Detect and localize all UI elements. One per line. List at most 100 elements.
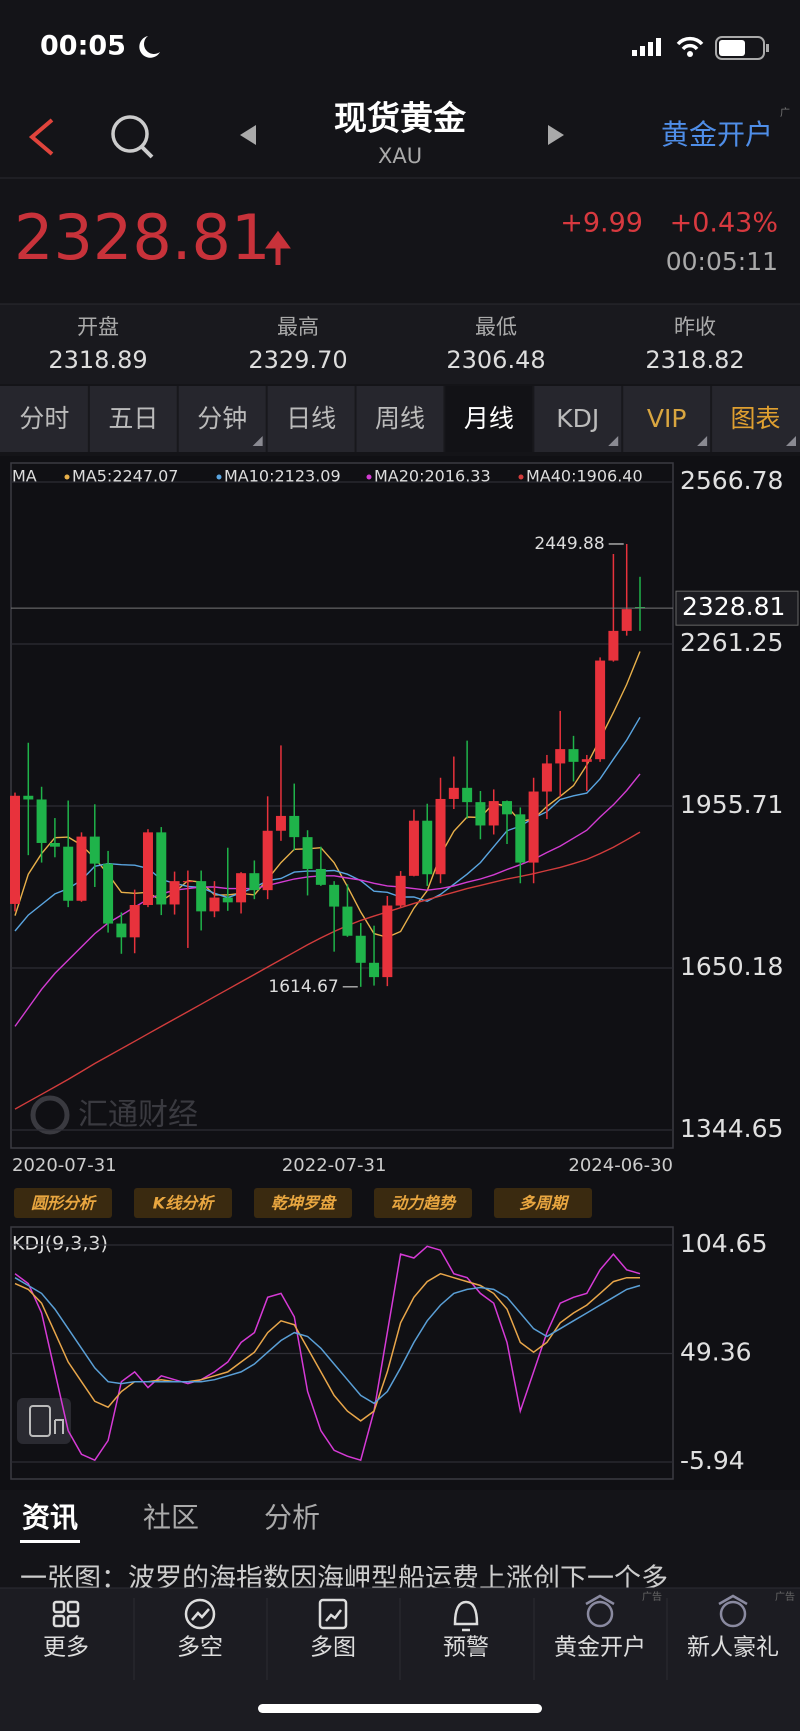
ma-line <box>14 831 641 1110</box>
analysis-button-bg[interactable] <box>494 1188 592 1218</box>
legend-entry: MA40:1906.40 <box>526 467 643 486</box>
ma-label: MA <box>12 467 37 486</box>
nav-icon <box>184 1598 216 1630</box>
tab-selected-bg <box>444 386 534 452</box>
header-subtitle: XAU <box>378 144 422 168</box>
prev-button[interactable] <box>240 125 256 145</box>
y-tick-label: 1955.71 <box>680 790 783 819</box>
candle-body <box>142 832 153 906</box>
next-button[interactable] <box>548 125 564 145</box>
x-tick-label: 2020-07-31 <box>12 1155 117 1176</box>
tab[interactable]: 图表 <box>731 404 781 433</box>
candle-body <box>502 801 513 815</box>
tab[interactable]: 五日 <box>108 404 158 433</box>
stat-value: 2306.48 <box>446 346 545 374</box>
search-button[interactable] <box>111 115 154 159</box>
legend-dot <box>518 474 524 480</box>
candle-body <box>408 820 419 876</box>
candle-body <box>63 846 74 901</box>
last-price-label: 2328.81 <box>682 592 785 621</box>
y-tick-label: 1344.65 <box>680 1114 783 1143</box>
candle-body <box>249 873 260 891</box>
candle-body <box>462 787 473 803</box>
analysis-button[interactable]: 动力趋势 <box>391 1194 457 1213</box>
tab[interactable]: 日线 <box>286 404 336 433</box>
y-tick-label: 49.36 <box>680 1337 752 1366</box>
nav-icon-part <box>66 1600 80 1614</box>
open-account-link[interactable]: 黄金开户 <box>661 118 773 151</box>
change-pct: +0.43% <box>670 208 778 239</box>
tab[interactable]: 月线 <box>464 404 514 433</box>
candle-body <box>302 837 313 869</box>
y-tick-label: -5.94 <box>680 1446 745 1475</box>
nav-icon-part <box>66 1614 80 1628</box>
candle-body <box>422 820 433 875</box>
tab[interactable]: KDJ <box>556 404 599 433</box>
kdj-line <box>14 1245 641 1462</box>
back-button[interactable] <box>28 118 54 156</box>
candle-body <box>129 905 140 938</box>
nav-icon-part <box>318 1598 348 1630</box>
legend-dot <box>64 474 70 480</box>
candle-body <box>395 875 406 906</box>
candle-body <box>209 897 220 912</box>
analysis-button[interactable]: 多周期 <box>519 1194 570 1213</box>
candle-body <box>315 868 326 885</box>
nav-label[interactable]: 更多 <box>43 1635 89 1661</box>
status-time: 00:05 <box>40 31 126 62</box>
fullscreen-button[interactable] <box>17 1398 71 1444</box>
legend-entry: MA5:2247.07 <box>72 467 178 486</box>
nav-label[interactable]: 多空 <box>177 1635 223 1661</box>
tab[interactable]: 分钟 <box>197 404 247 433</box>
nav-label[interactable]: 预警 <box>443 1635 489 1661</box>
analysis-button-bg[interactable] <box>254 1188 352 1218</box>
analysis-button-bg[interactable] <box>14 1188 112 1218</box>
analysis-button[interactable]: 乾坤罗盘 <box>271 1194 337 1213</box>
nav-icon <box>52 1600 80 1628</box>
candle-body <box>608 630 619 661</box>
x-tick-label: 2022-07-31 <box>282 1155 387 1176</box>
tab-menu-indicator <box>252 436 263 446</box>
stats-row <box>0 304 800 384</box>
watermark: 汇通财经 <box>30 1095 198 1135</box>
y-tick-label: 2261.25 <box>680 628 783 657</box>
candle-body <box>555 749 566 764</box>
nav-icon-part <box>184 1598 216 1630</box>
news-tab[interactable]: 资讯 <box>22 1501 78 1534</box>
candle-body <box>262 830 273 891</box>
nav-label[interactable]: 新人豪礼 <box>687 1635 779 1661</box>
stat-value: 2318.82 <box>645 346 744 374</box>
tab[interactable]: 分时 <box>19 404 69 433</box>
stat-label: 最高 <box>277 315 319 339</box>
legend-entry: MA10:2123.09 <box>224 467 341 486</box>
nav-icon-part <box>453 1600 479 1626</box>
analysis-button-bg[interactable] <box>374 1188 472 1218</box>
stat-label: 昨收 <box>674 315 716 339</box>
analysis-button[interactable]: 圆形分析 <box>31 1194 97 1213</box>
tab[interactable]: VIP <box>647 404 687 433</box>
analysis-button-bg[interactable] <box>134 1188 232 1218</box>
nav-icon-part <box>585 1594 615 1606</box>
tab-bar <box>0 386 800 452</box>
analysis-button[interactable]: K线分析 <box>153 1194 215 1213</box>
nav-icon-part <box>586 1600 614 1628</box>
nav-icon-part <box>52 1614 66 1628</box>
watermark-text: 汇通财经 <box>78 1098 198 1133</box>
nav-label[interactable]: 多图 <box>310 1635 356 1661</box>
candle-body <box>10 795 20 904</box>
tab[interactable]: 周线 <box>375 404 425 433</box>
wifi-icon <box>676 36 704 51</box>
nav-icon <box>318 1598 348 1630</box>
wifi-dot <box>687 51 693 57</box>
candle-body <box>475 802 486 826</box>
y-tick-label: 1650.18 <box>680 952 783 981</box>
quote-time: 00:05:11 <box>666 247 778 276</box>
candle-body <box>156 832 167 905</box>
news-tab[interactable]: 分析 <box>264 1501 320 1534</box>
news-tab[interactable]: 社区 <box>143 1501 199 1534</box>
last-price-box <box>675 590 799 626</box>
nav-label[interactable]: 黄金开户 <box>554 1635 646 1661</box>
nav-icon <box>718 1594 748 1628</box>
stat-value: 2318.89 <box>48 346 147 374</box>
candle-body <box>581 759 592 762</box>
